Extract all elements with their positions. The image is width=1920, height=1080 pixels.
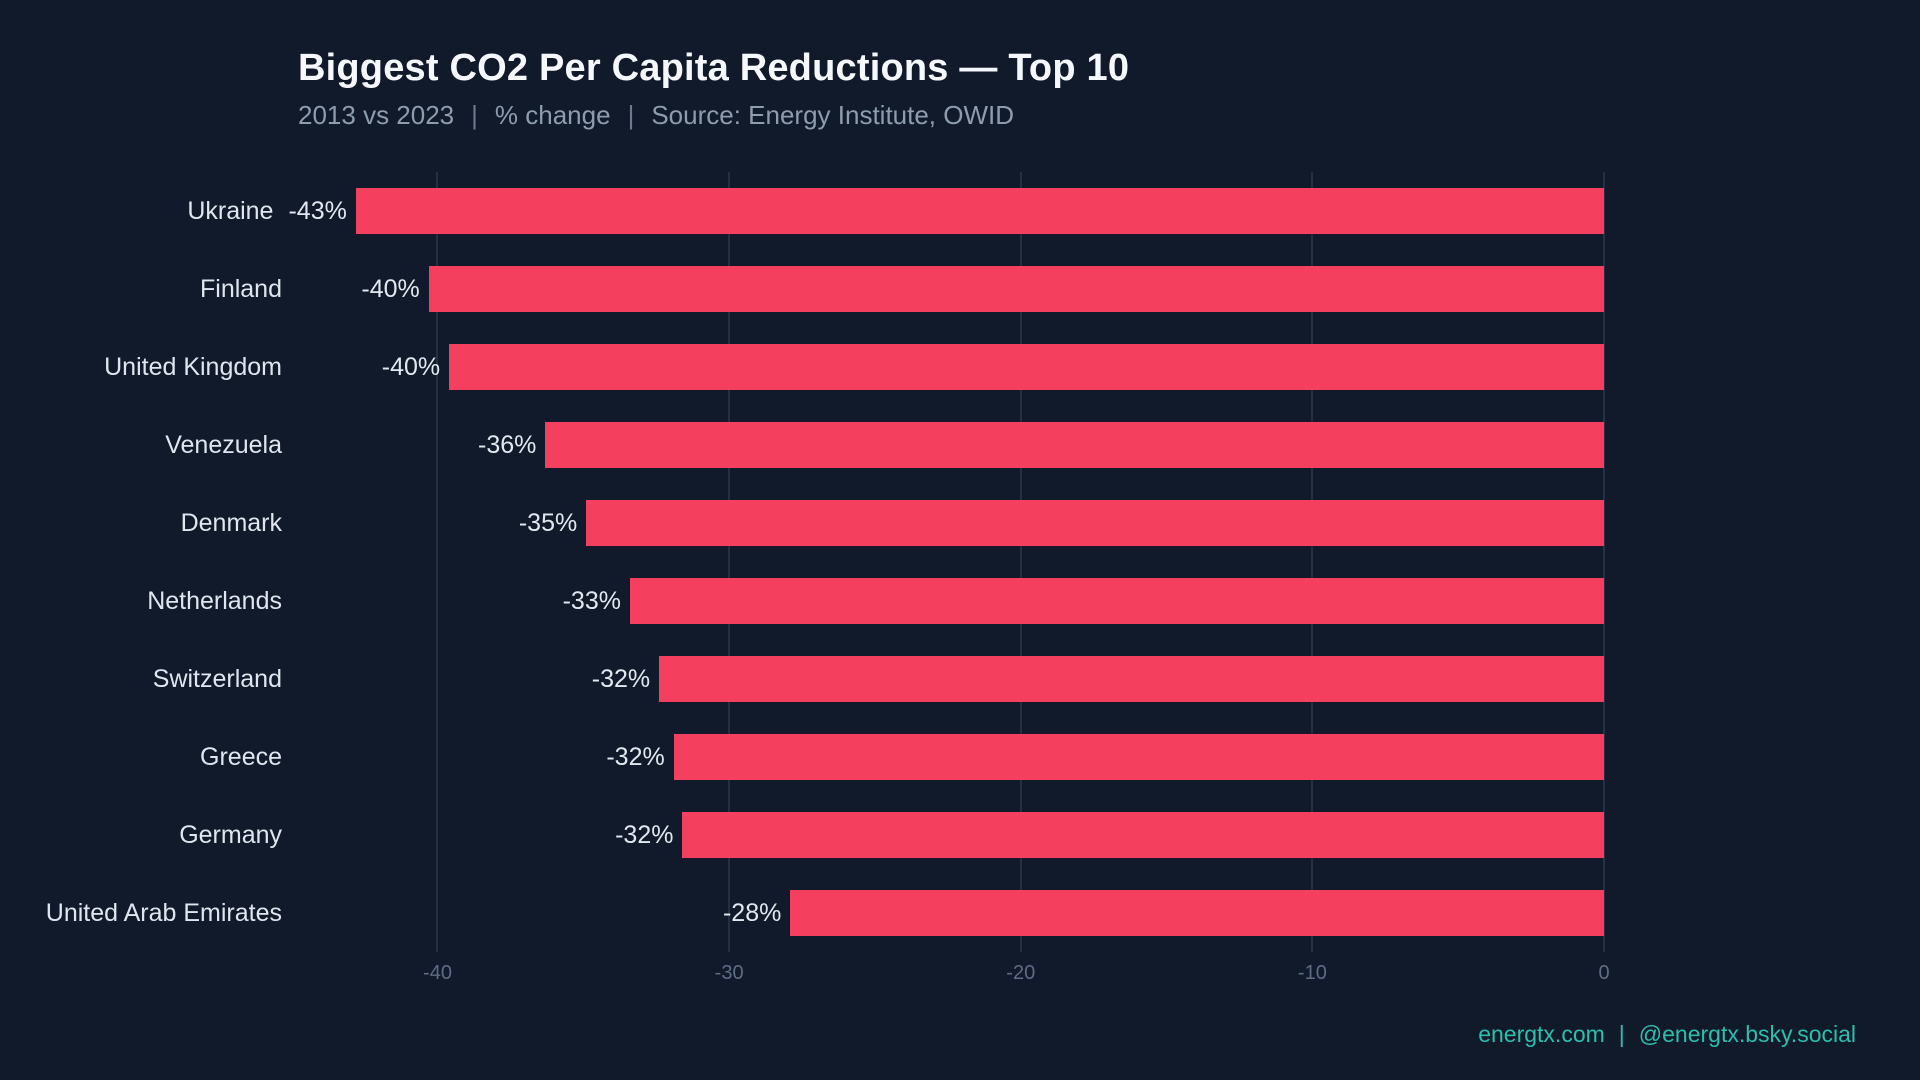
subtitle-period: 2013 vs 2023 (298, 99, 455, 130)
bar-row: -43% Ukraine (187, 172, 1604, 250)
gridline (1603, 172, 1605, 952)
subtitle-source: Source: Energy Institute, OWID (651, 99, 1015, 130)
country-label: Switzerland (152, 664, 282, 693)
gridline (436, 172, 439, 952)
footer-credit: energtx.com | @energtx.bsky.social (1478, 1021, 1856, 1048)
value-label: -35% (518, 508, 578, 537)
bar (682, 812, 1604, 858)
value-label: -28% (722, 898, 782, 927)
bar-row: -40% Finland (200, 250, 1604, 328)
subtitle-separator: | (471, 99, 478, 130)
gridline (728, 172, 731, 952)
subtitle-metric: % change (494, 99, 611, 130)
country-label: United Kingdom (104, 352, 282, 381)
country-label: Netherlands (147, 586, 282, 615)
bar (790, 890, 1604, 936)
bar-row: -32% Greece (200, 718, 1604, 796)
x-tick-label: -30 (714, 962, 744, 984)
bar-row: -36% Venezuela (165, 406, 1604, 484)
country-label: Greece (200, 742, 282, 771)
value-label: -32% (591, 664, 651, 693)
gridline (1019, 172, 1022, 952)
value-label: -40% (361, 274, 420, 303)
x-tick-label: 0 (1598, 962, 1610, 984)
value-label: -32% (606, 742, 665, 771)
x-tick-label: -10 (1297, 962, 1327, 984)
bar-row: -40% United Kingdom (104, 328, 1604, 406)
x-tick-label: -40 (423, 962, 452, 984)
chart-header: Biggest CO2 Per Capita Reductions — Top … (298, 46, 1129, 131)
country-label: Ukraine (187, 196, 274, 225)
social-link: @energtx.bsky.social (1638, 1021, 1856, 1047)
footer-separator: | (1618, 1021, 1625, 1047)
bar-row: -32% Germany (179, 796, 1604, 874)
bar-row: -32% Switzerland (153, 640, 1604, 718)
value-label: -32% (615, 820, 674, 849)
value-label: -43% (288, 196, 347, 225)
value-label: -33% (562, 586, 621, 615)
bar (355, 188, 1604, 234)
country-label: Venezuela (165, 430, 282, 459)
bar-row: -33% Netherlands (147, 562, 1604, 640)
plot-area: -43% Ukraine -40% Finland -40% United Kingdom… (46, 172, 1610, 984)
bar (545, 422, 1604, 468)
x-tick-label: -20 (1006, 962, 1036, 984)
value-label: -40% (381, 352, 441, 381)
bar (428, 266, 1604, 312)
x-axis: -40 -30 -20 -10 0 (350, 962, 1610, 992)
bar (449, 344, 1604, 390)
bar-row: -35% Denmark (181, 484, 1604, 562)
gridline (1311, 172, 1314, 952)
website-link: energtx.com (1478, 1021, 1605, 1047)
value-label: -36% (478, 430, 537, 459)
bar-row: -28% United Arab Emirates (46, 874, 1604, 952)
bar (673, 734, 1604, 780)
chart-title: Biggest CO2 Per Capita Reductions — Top … (298, 47, 1130, 89)
country-label: Denmark (180, 508, 282, 537)
country-label: United Arab Emirates (45, 898, 282, 927)
country-label: Germany (179, 820, 282, 849)
bar (659, 656, 1604, 702)
country-label: Finland (200, 274, 282, 303)
subtitle-separator: | (627, 99, 635, 130)
bar (629, 578, 1604, 624)
bar (586, 500, 1604, 546)
chart-subtitle: 2013 vs 2023 | % change | Source: Energy Ins… (298, 99, 1129, 132)
bar-rows: -43% Ukraine -40% Finland -40% United Kingdom… (46, 172, 1604, 952)
